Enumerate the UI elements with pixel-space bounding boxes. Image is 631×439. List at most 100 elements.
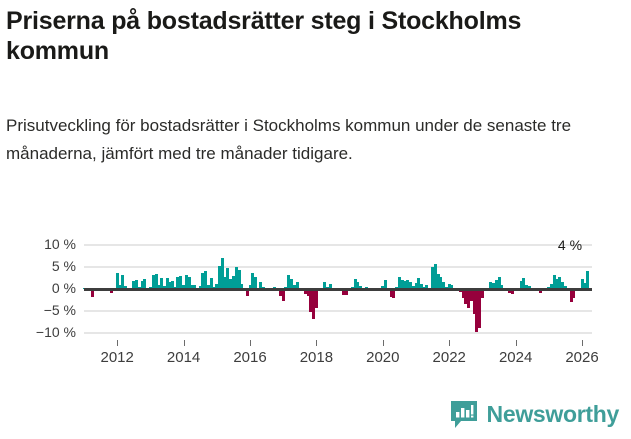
bar: [143, 279, 147, 289]
bar: [408, 281, 412, 289]
bar: [124, 285, 127, 289]
bar-chart: 10 % 5 % 0 % −5 % −10 % 4 % 2012 2014 2016 2018…: [0, 228, 631, 388]
x-axis-tick-label: 2014: [166, 349, 201, 366]
y-axis-tick-label: 5 %: [51, 257, 76, 274]
bar-chart-speech-bubble-icon: [449, 399, 479, 429]
x-axis-tick: [117, 340, 119, 346]
bar: [176, 277, 180, 289]
y-axis-labels: 10 % 5 % 0 % −5 % −10 %: [0, 235, 76, 341]
brand-name: Newsworthy: [486, 400, 620, 427]
x-axis: 2012 2014 2016 2018 2020 2022 2024 2026: [84, 340, 599, 380]
bar: [328, 283, 332, 289]
bar: [475, 289, 479, 333]
gridline: [84, 265, 592, 268]
x-axis-tick: [515, 340, 517, 346]
bar: [420, 283, 424, 289]
bar: [583, 282, 587, 289]
bar-series: [82, 238, 592, 340]
x-axis-tick-label: 2016: [233, 349, 267, 366]
bar: [90, 289, 94, 297]
bar: [359, 285, 363, 289]
plot-area: 4 %: [82, 237, 592, 340]
bar: [555, 279, 559, 289]
bar: [342, 289, 346, 296]
bar: [234, 266, 238, 289]
x-axis-tick-label: 2022: [432, 349, 466, 366]
bar: [552, 274, 556, 289]
bar: [140, 280, 144, 289]
bar: [306, 289, 310, 297]
bar: [240, 283, 244, 289]
bar: [383, 279, 387, 289]
bar: [259, 282, 263, 289]
bar: [118, 284, 122, 289]
x-axis-tick-label: 2026: [565, 349, 599, 366]
bar: [190, 285, 194, 289]
bar: [223, 277, 227, 289]
x-axis-tick-label: 2018: [299, 349, 334, 366]
bar: [425, 285, 429, 289]
bar: [229, 279, 233, 289]
bar: [561, 281, 565, 289]
bar: [494, 279, 498, 289]
gridline: [84, 310, 592, 313]
bar: [442, 282, 446, 289]
bar: [323, 281, 327, 289]
gridline: [84, 243, 592, 246]
x-axis-tick: [449, 340, 451, 346]
bar: [558, 276, 562, 289]
bar: [439, 277, 443, 289]
bar: [497, 277, 501, 289]
bar: [303, 289, 307, 295]
zero-axis-line: [84, 287, 592, 291]
bar: [500, 285, 504, 289]
bar: [508, 289, 512, 294]
y-axis-tick-label: 0 %: [51, 280, 76, 296]
x-axis-tick: [582, 340, 584, 346]
bar: [489, 282, 493, 289]
bar: [466, 289, 470, 308]
bar: [207, 284, 210, 289]
bar: [217, 265, 221, 289]
bar: [436, 273, 440, 289]
bar: [406, 279, 410, 289]
page-title: Priserna på bostadsrätter steg i Stockho…: [6, 7, 522, 65]
bar: [572, 289, 576, 299]
bar: [461, 289, 465, 298]
bar: [403, 281, 407, 289]
bar: [215, 283, 219, 289]
bar: [171, 281, 175, 289]
bar: [110, 289, 114, 293]
x-axis-tick: [382, 340, 384, 346]
bar: [580, 279, 584, 289]
bar: [539, 289, 543, 294]
bar: [159, 277, 163, 289]
bar: [281, 289, 285, 302]
x-axis-tick-label: 2024: [498, 349, 533, 366]
bar: [433, 264, 437, 289]
y-axis-tick-label: 10 %: [44, 235, 76, 252]
bar: [414, 283, 418, 289]
bar: [248, 285, 252, 289]
bar: [121, 274, 125, 289]
bar: [314, 289, 318, 308]
chart-subtitle: Prisutveckling för bostadsrätter i Stock…: [6, 116, 572, 163]
bar: [151, 275, 155, 289]
bar: [295, 282, 299, 289]
newsworthy-logo[interactable]: Newsworthy: [449, 399, 619, 429]
bar: [397, 277, 401, 289]
bar: [279, 289, 283, 297]
bar: [209, 277, 213, 289]
bar: [447, 283, 451, 289]
bar: [389, 289, 393, 297]
bar: [115, 273, 119, 289]
y-axis-tick-label: −5 %: [43, 302, 76, 319]
x-axis-tick-label: 2012: [100, 349, 134, 366]
value-annotation: 4 %: [557, 237, 583, 254]
bar: [549, 283, 553, 289]
bar: [231, 275, 235, 289]
bar: [400, 280, 404, 289]
bar: [157, 284, 161, 289]
bar: [245, 289, 249, 297]
bar: [522, 278, 526, 289]
